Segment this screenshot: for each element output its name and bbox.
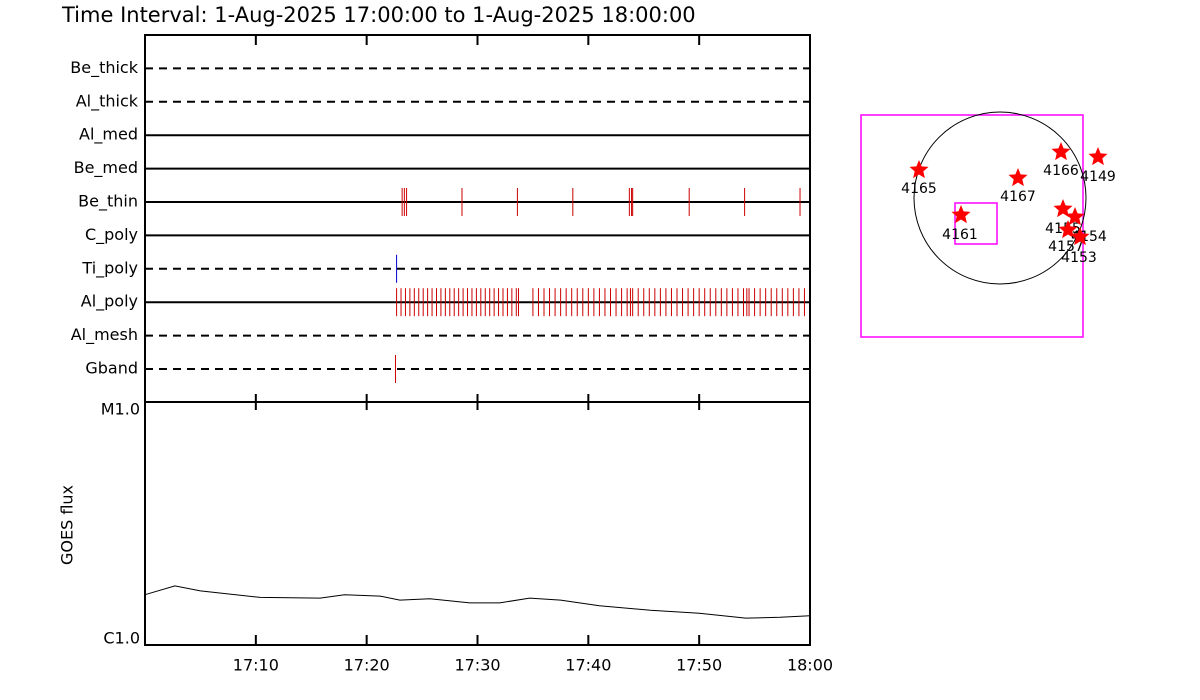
field-of-view bbox=[860, 114, 1084, 338]
y-axis-label: GOES flux bbox=[58, 485, 77, 565]
timeline-frame bbox=[144, 34, 811, 403]
region-label: 4161 bbox=[942, 227, 978, 243]
region-star bbox=[1088, 147, 1108, 166]
x-tick-label: 17:40 bbox=[565, 656, 611, 675]
region-label: 4153 bbox=[1061, 250, 1097, 266]
region-label: 4165 bbox=[901, 181, 937, 197]
solar-limb bbox=[913, 111, 1087, 285]
region-star bbox=[1008, 168, 1028, 187]
region-star bbox=[1051, 142, 1071, 161]
row-label: Al_mesh bbox=[71, 325, 138, 345]
chart-title: Time Interval: 1-Aug-2025 17:00:00 to 1-… bbox=[61, 3, 696, 27]
y-tick-label: C1.0 bbox=[103, 629, 140, 648]
region-star bbox=[1065, 207, 1085, 226]
x-tick-label: 17:20 bbox=[344, 656, 390, 675]
goes-frame bbox=[144, 401, 811, 646]
region-star bbox=[951, 205, 971, 224]
y-tick-label: M1.0 bbox=[101, 400, 140, 419]
region-star bbox=[1058, 220, 1078, 239]
row-label: Be_thick bbox=[70, 58, 138, 78]
row-label: Be_med bbox=[74, 158, 138, 178]
region-label: 4166 bbox=[1043, 163, 1079, 179]
x-tick-label: 17:30 bbox=[454, 656, 500, 675]
row-label: Be_thin bbox=[78, 192, 138, 212]
row-label: Al_thick bbox=[76, 91, 139, 111]
region-label: 4149 bbox=[1080, 169, 1116, 185]
row-label: C_poly bbox=[85, 225, 138, 245]
region-star bbox=[1053, 199, 1073, 218]
row-label: Al_poly bbox=[81, 292, 138, 312]
row-label: Ti_poly bbox=[81, 258, 138, 278]
x-tick-label: 17:10 bbox=[233, 656, 279, 675]
x-tick-label: 18:00 bbox=[787, 656, 833, 675]
x-tick-label: 17:50 bbox=[676, 656, 722, 675]
goes-curve bbox=[144, 585, 811, 619]
region-star bbox=[1070, 227, 1090, 246]
region-label: 4167 bbox=[1000, 189, 1036, 205]
region-star bbox=[909, 160, 929, 179]
row-label: Gband bbox=[85, 359, 138, 378]
row-label: Al_med bbox=[79, 125, 138, 145]
pointing-box bbox=[954, 202, 998, 245]
